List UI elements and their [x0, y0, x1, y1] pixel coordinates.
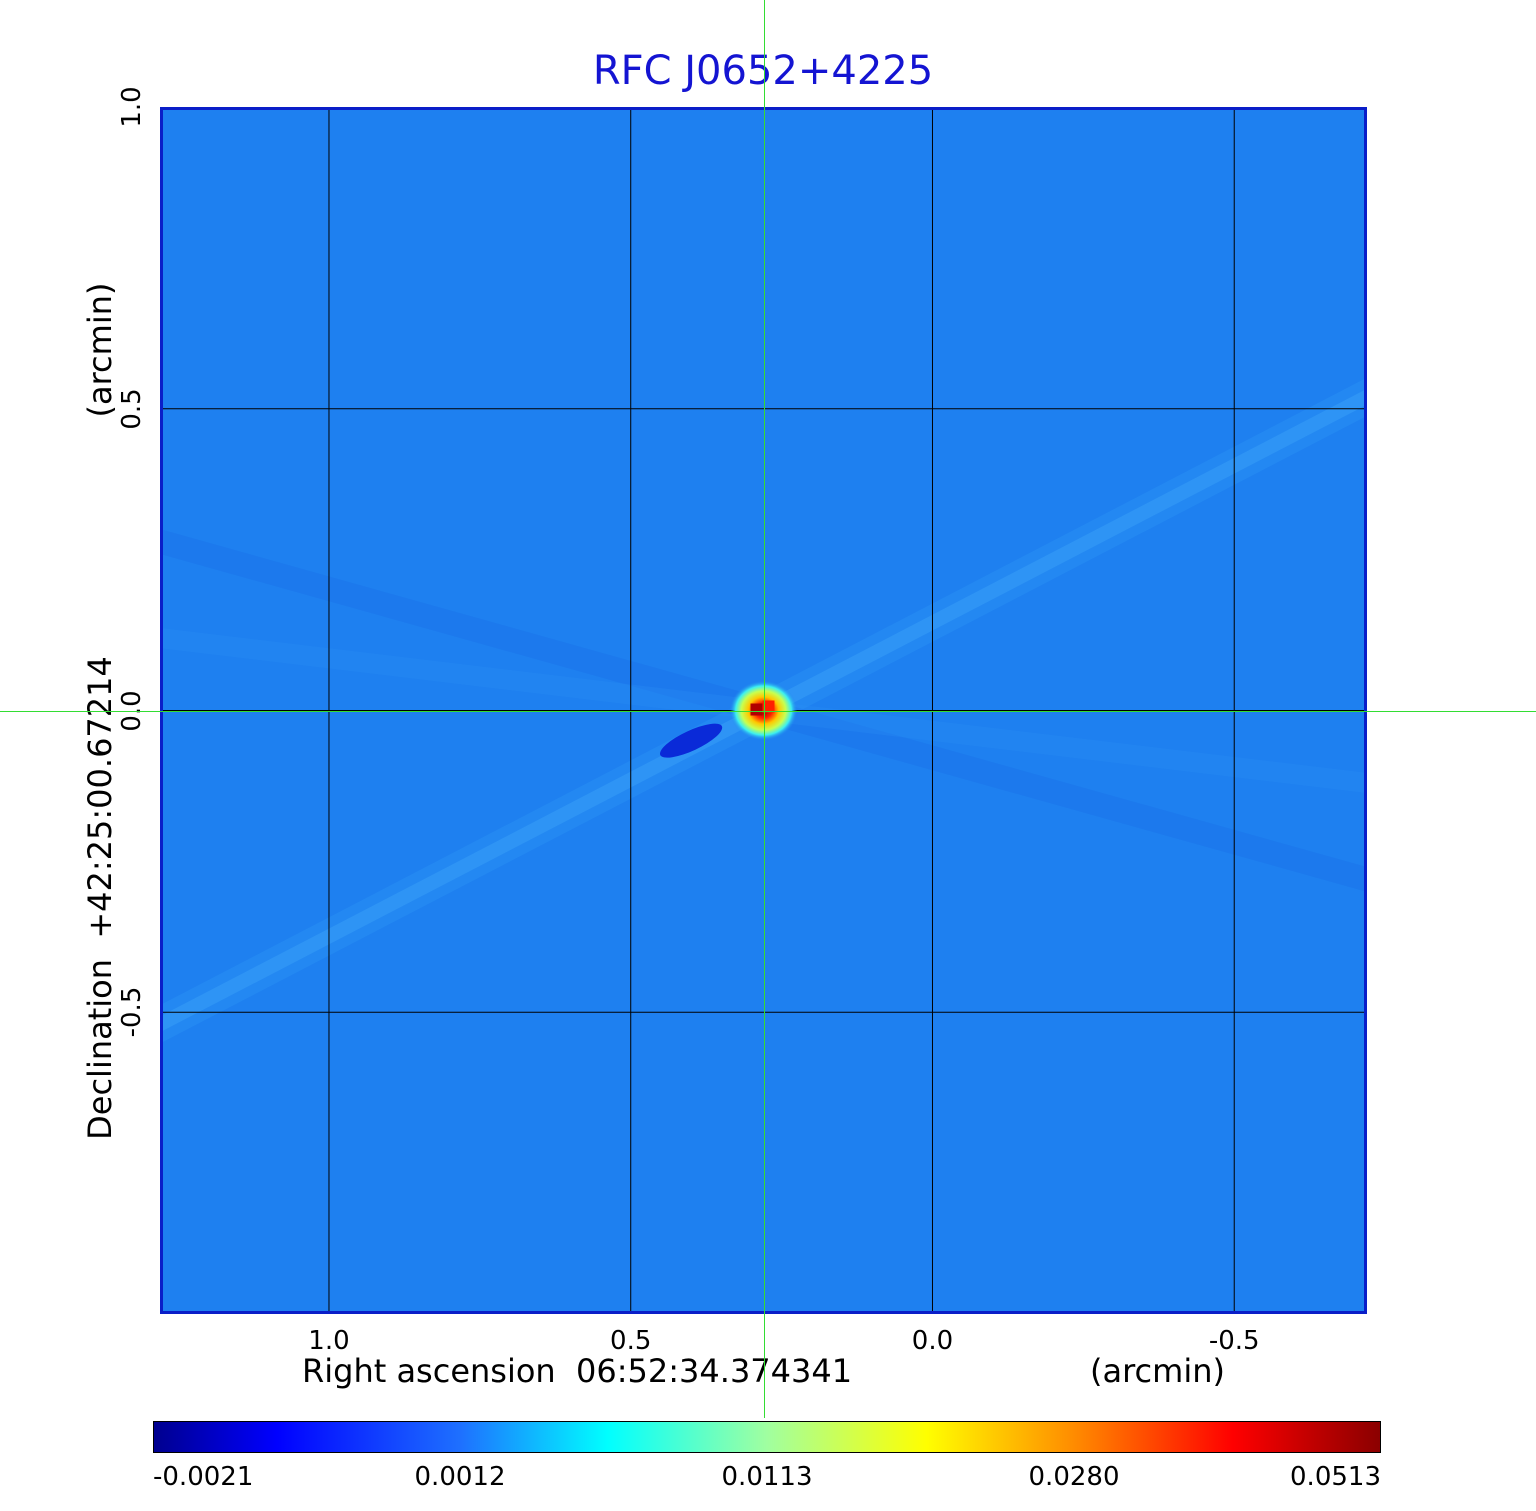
negative-dip [659, 723, 723, 758]
colorbar-tick-label: 0.0113 [721, 1462, 813, 1492]
y-tick-label: -0.5 [117, 986, 147, 1038]
y-tick-label: 1.0 [117, 86, 147, 128]
x-axis-unit: (arcmin) [1090, 1352, 1225, 1390]
source-peak-pixel [762, 700, 775, 713]
image-plot-area[interactable] [160, 107, 1367, 1314]
heatmap-svg [160, 107, 1367, 1314]
colorbar-tick-label: 0.0012 [414, 1462, 506, 1492]
colorbar-tick-label: -0.0021 [153, 1462, 254, 1492]
y-tick-label: 0.0 [117, 689, 147, 732]
y-axis-label: Declination +42:25:00.67214 [81, 656, 119, 1140]
source-peak-pixel [750, 703, 763, 716]
x-tick-label: 1.0 [308, 1326, 350, 1356]
x-tick-label: -0.5 [1208, 1326, 1260, 1356]
x-tick-label: 0.5 [610, 1326, 652, 1356]
x-axis-label: Right ascension 06:52:34.374341 [302, 1352, 853, 1390]
x-tick-label: 0.0 [911, 1326, 954, 1356]
y-tick-label: 0.5 [117, 388, 147, 430]
colorbar-gradient [154, 1422, 1380, 1452]
colorbar [153, 1421, 1381, 1453]
y-axis-unit: (arcmin) [81, 282, 119, 418]
colorbar-tick-label: 0.0280 [1028, 1462, 1120, 1492]
chart-title: RFC J0652+4225 [592, 48, 934, 94]
colorbar-tick-label: 0.0513 [1290, 1462, 1381, 1492]
